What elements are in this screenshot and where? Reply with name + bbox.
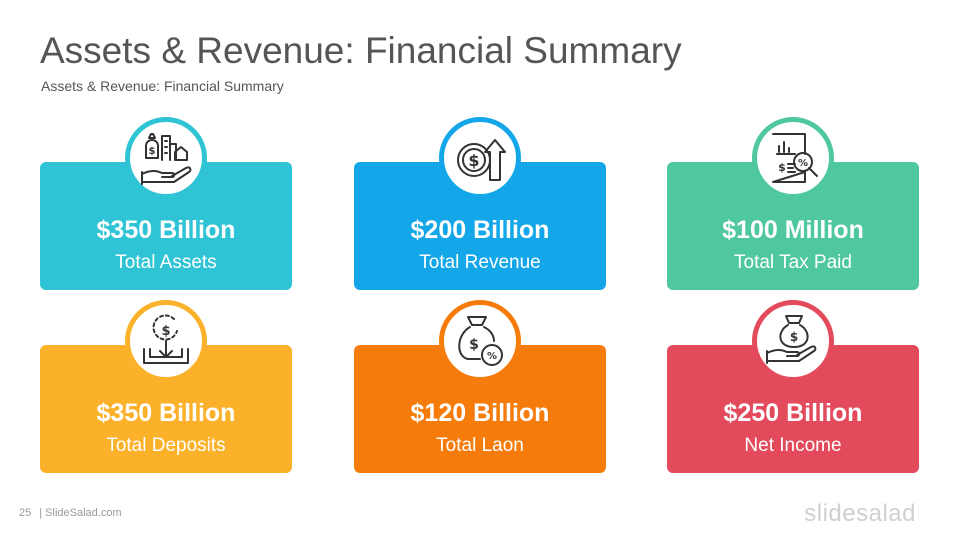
page-number: 25 <box>19 507 32 519</box>
slide-footer: 25 | SlideSalad.com <box>19 507 122 519</box>
page-title: Assets & Revenue: Financial Summary <box>40 30 682 71</box>
tax-document-magnifier-icon: $ % <box>752 117 834 199</box>
card-value: $120 Billion <box>410 399 550 427</box>
card-total-tax-paid: $100 Million Total Tax Paid <box>667 162 919 290</box>
card-value: $250 Billion <box>723 399 863 427</box>
card-value: $200 Billion <box>410 216 550 244</box>
dollar-coin-arrow-up-icon: $ <box>439 117 521 199</box>
card-label: Total Deposits <box>106 435 226 456</box>
svg-text:$: $ <box>469 337 479 353</box>
card-label: Total Revenue <box>419 252 541 273</box>
card-label: Net Income <box>744 435 842 456</box>
page-subtitle: Assets & Revenue: Financial Summary <box>41 78 284 94</box>
hand-money-bag-icon: $ <box>752 300 834 382</box>
card-value: $350 Billion <box>96 399 236 427</box>
hand-money-buildings-icon: $ <box>125 117 207 199</box>
card-label: Total Assets <box>115 252 217 273</box>
card-label: Total Laon <box>436 435 524 456</box>
card-value: $350 Billion <box>96 216 236 244</box>
coin-deposit-box-icon: $ <box>125 300 207 382</box>
card-value: $100 Million <box>722 216 864 244</box>
svg-text:$: $ <box>468 151 479 170</box>
card-total-loan: $120 Billion Total Laon <box>354 345 606 473</box>
svg-text:$: $ <box>149 146 156 157</box>
svg-text:%: % <box>487 351 497 362</box>
svg-text:$: $ <box>790 330 798 344</box>
money-bag-percent-icon: $ % <box>439 300 521 382</box>
svg-text:%: % <box>798 158 808 169</box>
svg-text:$: $ <box>161 324 170 339</box>
svg-text:$: $ <box>778 161 786 174</box>
card-label: Total Tax Paid <box>734 252 852 273</box>
footer-site-link[interactable]: | SlideSalad.com <box>39 507 122 519</box>
brand-logo: slidesalad <box>804 500 916 527</box>
